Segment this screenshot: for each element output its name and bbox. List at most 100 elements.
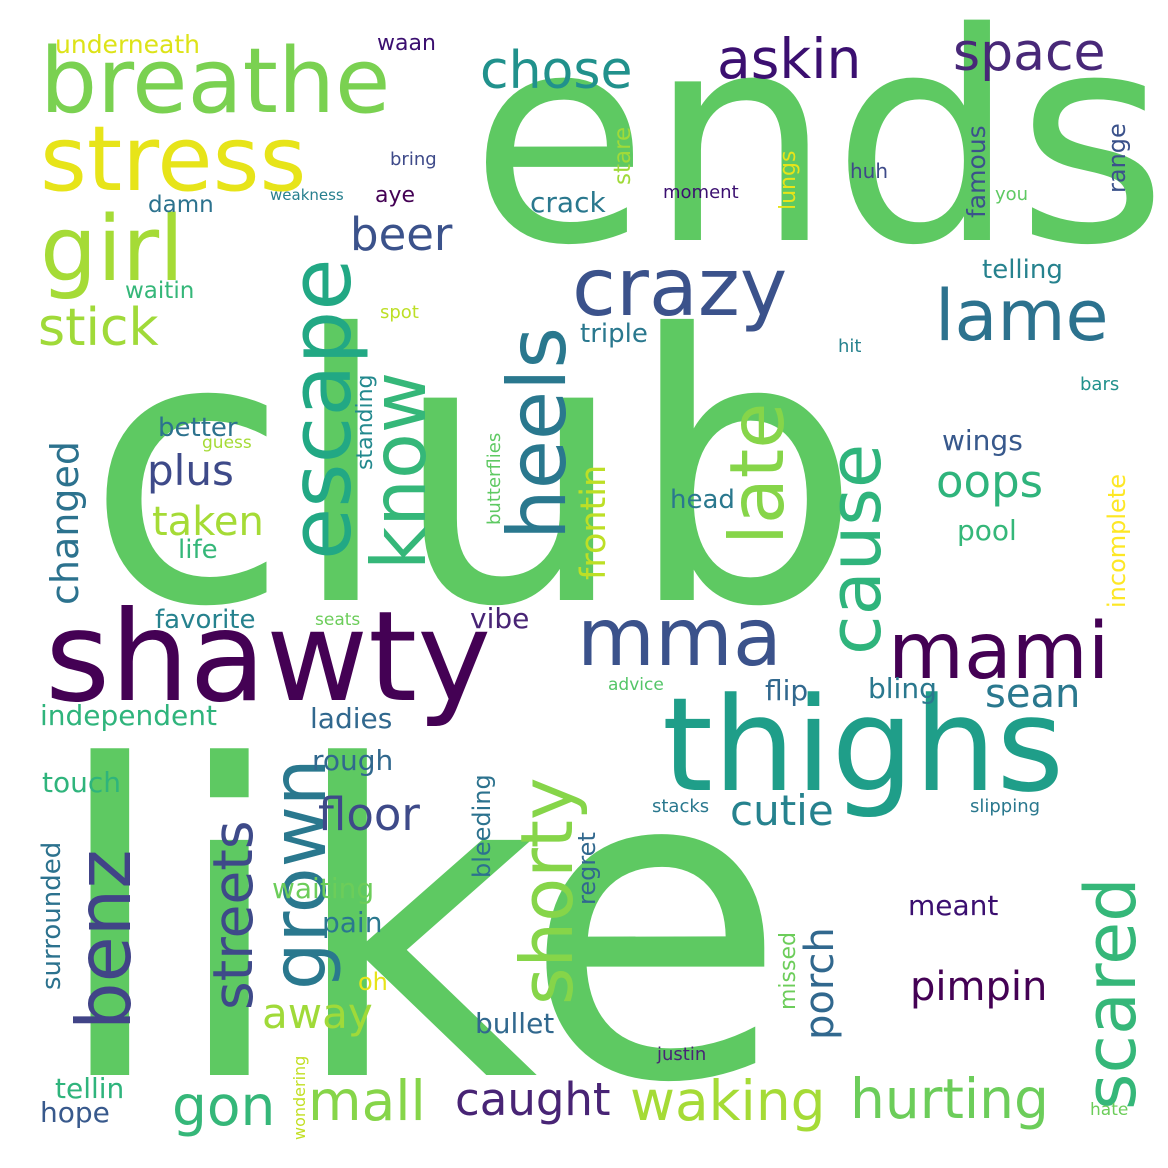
word-huh: huh xyxy=(850,159,888,183)
word-taken: taken xyxy=(152,499,264,545)
word-shawty: shawty xyxy=(45,585,491,730)
word-moment: moment xyxy=(663,182,739,203)
word-sean: sean xyxy=(985,671,1080,717)
word-escape: escape xyxy=(272,258,371,560)
word-standing: standing xyxy=(353,375,378,471)
word-late: late xyxy=(713,403,801,545)
word-hope: hope xyxy=(40,1096,110,1129)
word-lungs: lungs xyxy=(776,151,801,210)
word-incomplete: incomplete xyxy=(1103,474,1131,608)
word-know: know xyxy=(355,372,443,570)
word-grown: grown xyxy=(255,758,343,990)
word-stress: stress xyxy=(40,107,306,212)
word-range: range xyxy=(1103,123,1131,193)
word-spot: spot xyxy=(380,302,419,323)
word-away: away xyxy=(262,989,373,1038)
word-crack: crack xyxy=(530,186,606,219)
word-missed: missed xyxy=(776,932,801,1010)
word-gon: gon xyxy=(172,1074,275,1138)
word-chose: chose xyxy=(480,41,632,101)
word-askin: askin xyxy=(717,27,861,91)
word-club: club xyxy=(86,258,862,688)
word-ladies: ladies xyxy=(310,702,392,735)
word-caught: caught xyxy=(455,1073,611,1126)
word-girl: girl xyxy=(40,197,184,302)
word-plus: plus xyxy=(147,446,234,495)
word-vibe: vibe xyxy=(470,602,529,635)
word-frontin: frontin xyxy=(574,465,614,580)
word-stare: stare xyxy=(610,127,636,185)
word-hit: hit xyxy=(838,336,861,357)
word-weakness: weakness xyxy=(270,186,344,204)
word-bleeding: bleeding xyxy=(468,774,496,878)
word-rough: rough xyxy=(312,744,393,777)
word-mami: mami xyxy=(888,607,1109,697)
word-mall: mall xyxy=(308,1069,426,1133)
word-crazy: crazy xyxy=(572,241,787,334)
word-changed: changed xyxy=(43,441,87,605)
word-bars: bars xyxy=(1080,374,1119,395)
word-bullet: bullet xyxy=(475,1007,554,1040)
word-pimpin: pimpin xyxy=(910,964,1047,1010)
word-favorite: favorite xyxy=(155,605,255,635)
word-guess: guess xyxy=(202,433,252,453)
word-advice: advice xyxy=(608,675,664,695)
word-telling: telling xyxy=(982,255,1063,285)
word-beer: beer xyxy=(350,208,453,261)
word-space: space xyxy=(953,23,1106,83)
word-waan: waan xyxy=(377,31,436,56)
word-stick: stick xyxy=(38,298,159,358)
word-bling: bling xyxy=(868,672,937,705)
word-independent: independent xyxy=(40,699,217,732)
word-scared: scared xyxy=(1070,877,1152,1110)
word-better: better xyxy=(158,413,238,443)
word-lame: lame xyxy=(935,275,1109,357)
word-life: life xyxy=(178,535,218,565)
word-surrounded: surrounded xyxy=(37,842,67,990)
word-underneath: underneath xyxy=(55,30,200,59)
word-wondering: wondering xyxy=(290,1056,309,1140)
word-hurting: hurting xyxy=(850,1067,1049,1131)
word-touch: touch xyxy=(42,766,121,799)
word-cutie: cutie xyxy=(730,786,834,835)
word-aye: aye xyxy=(375,183,415,208)
word-waking: waking xyxy=(630,1069,826,1133)
word-ends: ends xyxy=(470,0,1167,309)
word-pool: pool xyxy=(957,514,1017,547)
word-waiting: waiting xyxy=(272,872,374,905)
word-cause: cause xyxy=(813,444,897,655)
word-famous: famous xyxy=(962,125,991,218)
word-bring: bring xyxy=(390,149,437,170)
word-wings: wings xyxy=(942,424,1023,457)
word-floor: floor xyxy=(318,788,420,841)
word-thighs: thighs xyxy=(662,669,1064,821)
word-porch: porch xyxy=(797,927,843,1040)
word-heels: heels xyxy=(491,327,584,540)
word-hate: hate xyxy=(1090,1100,1128,1120)
word-tellin: tellin xyxy=(55,1072,124,1105)
word-regret: regret xyxy=(573,832,601,905)
word-damn: damn xyxy=(148,192,214,218)
word-butterflies: butterflies xyxy=(484,433,505,525)
word-mma: mma xyxy=(577,591,782,684)
word-seats: seats xyxy=(315,610,360,630)
word-flip: flip xyxy=(765,674,808,707)
word-like: like xyxy=(50,677,787,1168)
word-head: head xyxy=(670,485,735,515)
word-stacks: stacks xyxy=(652,796,709,817)
word-slipping: slipping xyxy=(970,796,1040,817)
word-oops: oops xyxy=(936,455,1043,508)
word-triple: triple xyxy=(580,319,648,349)
word-meant: meant xyxy=(908,889,998,922)
word-oh: oh xyxy=(358,968,388,996)
word-waitin: waitin xyxy=(125,278,194,304)
word-you: you xyxy=(995,184,1028,205)
word-pain: pain xyxy=(322,906,382,939)
word-shorty: shorty xyxy=(505,777,589,1005)
word-streets: streets xyxy=(201,820,265,1010)
word-benz: benz xyxy=(60,849,148,1030)
word-breathe: breathe xyxy=(40,29,390,134)
word-justin: justin xyxy=(656,1044,706,1065)
